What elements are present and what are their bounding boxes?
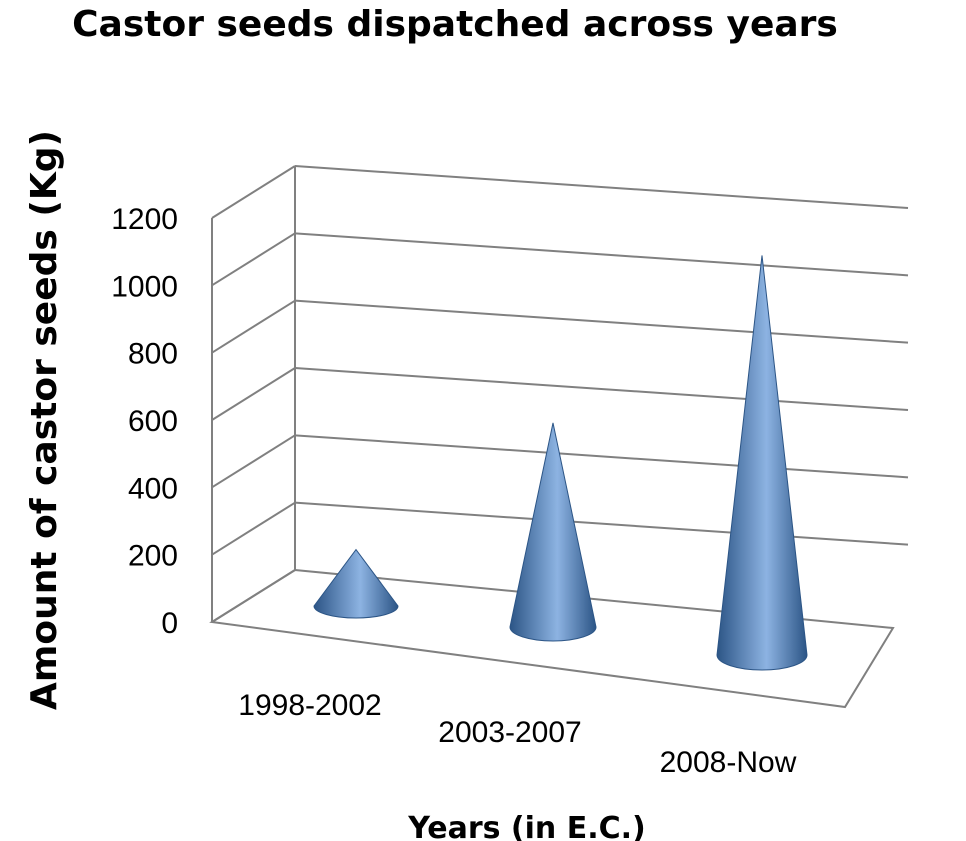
- y-tick-label: 1000: [111, 270, 178, 303]
- gridlines: [211, 165, 909, 623]
- cone-2: [509, 422, 597, 642]
- x-axis-title: Years (in E.C.): [407, 811, 645, 841]
- gridline-back-5: [294, 232, 909, 277]
- y-tick-label: 0: [161, 607, 178, 640]
- gridline-back-3: [294, 367, 909, 411]
- y-tick-label: 800: [128, 338, 178, 371]
- gridline-left-4: [211, 299, 296, 354]
- gridline-back-2: [294, 434, 909, 479]
- gridline-left-1: [211, 501, 296, 556]
- y-tick-label: 1200: [111, 203, 178, 236]
- x-tick-label: 2008-Now: [660, 746, 797, 779]
- x-tick-label: 1998-2002: [238, 689, 381, 722]
- gridline-left-3: [211, 367, 296, 421]
- cones: [313, 255, 808, 671]
- y-tick-label: 200: [128, 540, 178, 573]
- gridline-left-5: [211, 232, 296, 287]
- x-tick-labels: 1998-2002 2003-2007 2008-Now: [238, 689, 796, 779]
- y-tick-label: 600: [128, 405, 178, 438]
- x-tick-label: 2003-2007: [438, 716, 581, 749]
- cone-1: [313, 548, 399, 619]
- y-tick-labels: 0 200 400 600 800 1000 1200: [111, 203, 178, 640]
- chart-title: Castor seeds dispatched across years: [72, 4, 838, 45]
- plot-frame: [209, 166, 895, 709]
- gridline-back-4: [294, 299, 909, 344]
- gridline-back-1: [294, 501, 909, 546]
- gridline-left-6: [211, 165, 296, 219]
- cone-3: [716, 255, 808, 671]
- y-tick-label: 400: [128, 472, 178, 505]
- y-axis-title: Amount of castor seeds (Kg): [24, 130, 65, 710]
- gridline-back-6: [294, 165, 909, 209]
- floor: [209, 568, 895, 709]
- gridline-left-2: [211, 434, 296, 489]
